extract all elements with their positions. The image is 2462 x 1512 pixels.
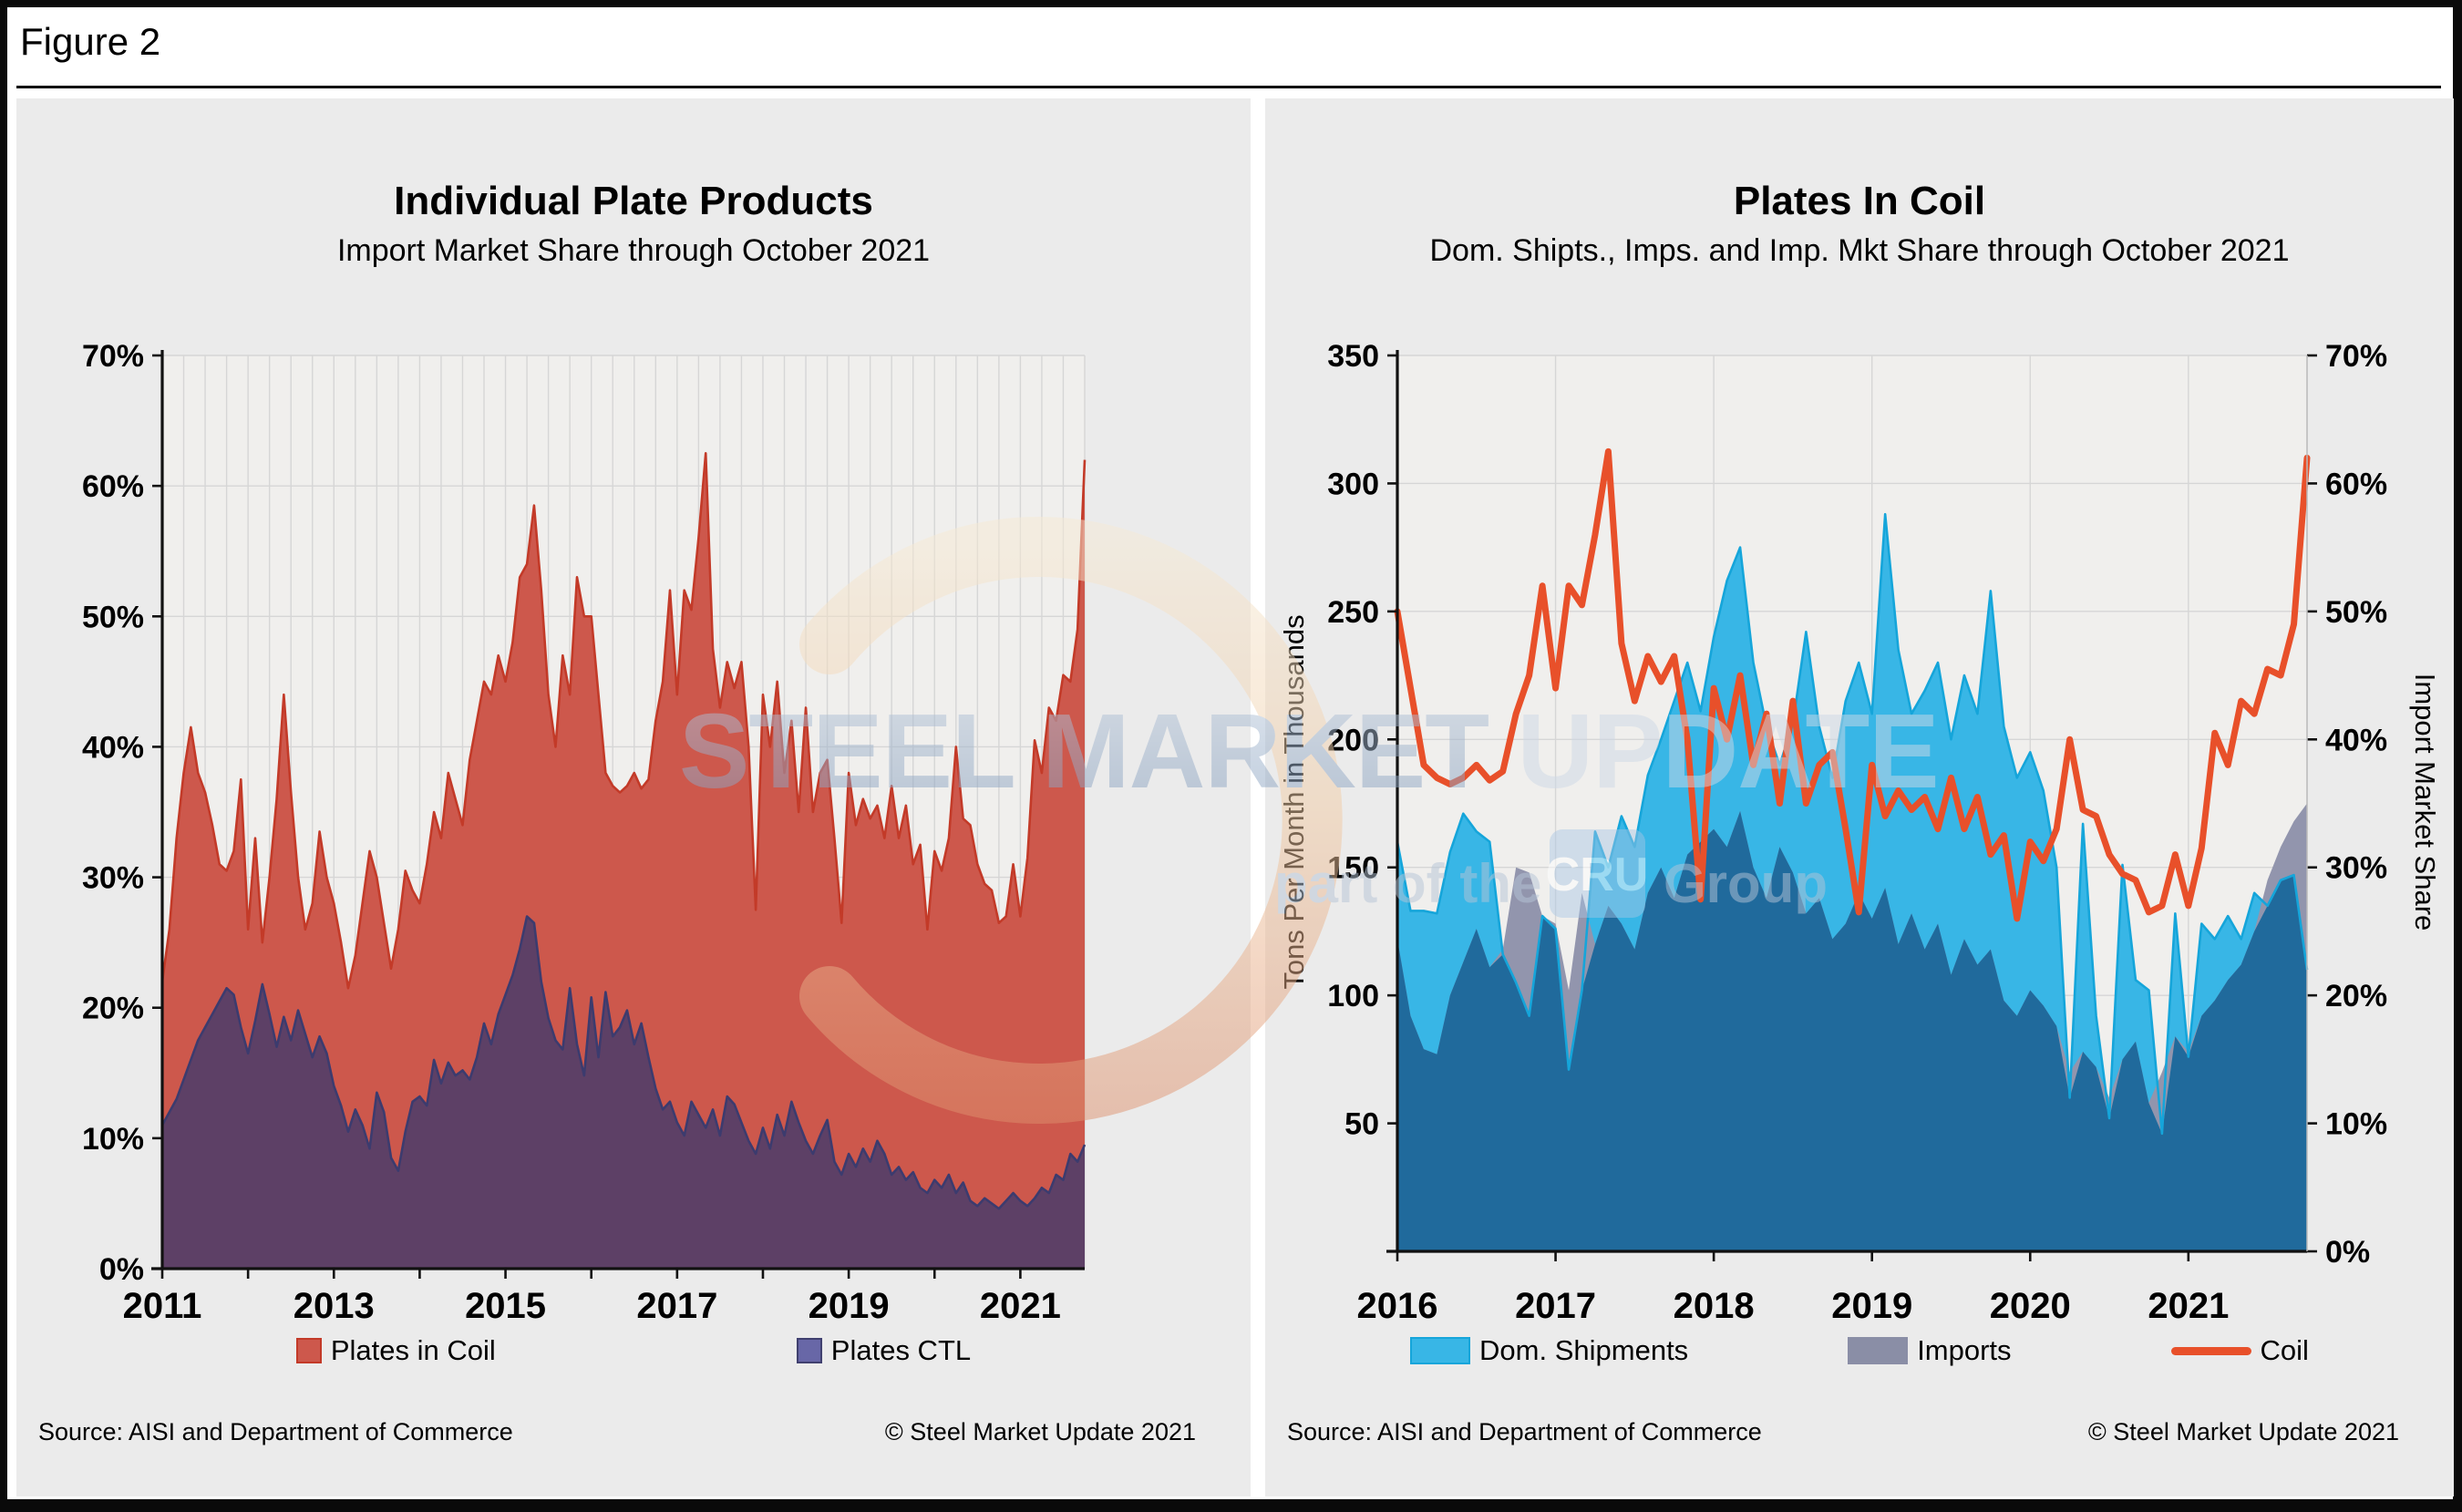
plates-in-coil-chart: 50 100 150 200 250 300 350 0% 10% 20% 30% 40% 50% 60%… bbox=[1278, 339, 2441, 1326]
figure-frame: Figure 2 0% 10% 20% 30% 40% 50% 60% 70% 2011 2013… bbox=[7, 7, 2454, 1499]
axis-ticks bbox=[152, 354, 1022, 1279]
source-note: Source: AISI and Department of Commerce bbox=[1287, 1418, 1762, 1445]
source-note: Source: AISI and Department of Commerce bbox=[38, 1418, 513, 1445]
svg-text:60%: 60% bbox=[2325, 467, 2387, 501]
svg-text:60%: 60% bbox=[82, 469, 144, 504]
individual-plate-products-chart: 0% 10% 20% 30% 40% 50% 60% 70% 2011 2013 2015 2017 2… bbox=[82, 339, 1087, 1326]
svg-text:200: 200 bbox=[1327, 723, 1379, 757]
right-chart-subtitle: Dom. Shipts., Imps. and Imp. Mkt Share t… bbox=[1429, 233, 2290, 268]
figure-label: Figure 2 bbox=[20, 20, 161, 63]
legend-label: Plates in Coil bbox=[330, 1334, 496, 1366]
svg-text:20%: 20% bbox=[2325, 979, 2387, 1013]
edge-plates-ctl bbox=[160, 915, 1087, 1210]
imports-swatch-icon bbox=[1848, 1337, 1909, 1364]
svg-text:70%: 70% bbox=[82, 339, 144, 374]
svg-text:100: 100 bbox=[1327, 979, 1379, 1013]
svg-text:2013: 2013 bbox=[294, 1286, 375, 1326]
area-plates-ctl bbox=[162, 916, 1085, 1269]
right-chart-footer: Source: AISI and Department of Commerce … bbox=[1287, 1418, 2399, 1446]
axes bbox=[151, 350, 1085, 1270]
svg-text:40%: 40% bbox=[82, 730, 144, 765]
svg-text:40%: 40% bbox=[2325, 723, 2387, 757]
svg-text:2021: 2021 bbox=[2148, 1286, 2229, 1326]
header-rule bbox=[16, 86, 2441, 88]
legend-label: Dom. Shipments bbox=[1479, 1334, 1689, 1366]
right-axis-title: Import Market Share bbox=[2409, 674, 2441, 931]
svg-text:2015: 2015 bbox=[465, 1286, 546, 1326]
svg-text:2017: 2017 bbox=[636, 1286, 717, 1326]
copyright-note: © Steel Market Update 2021 bbox=[2087, 1418, 2399, 1445]
svg-text:50%: 50% bbox=[82, 600, 144, 634]
left-chart-footer: Source: AISI and Department of Commerce … bbox=[38, 1418, 1196, 1446]
left-axis-title: Tons Per Month in Thousands bbox=[1278, 614, 1310, 989]
legend-label: Coil bbox=[2260, 1334, 2309, 1366]
legend-label: Imports bbox=[1917, 1334, 2012, 1366]
svg-text:2017: 2017 bbox=[1515, 1286, 1596, 1326]
svg-text:0%: 0% bbox=[99, 1252, 144, 1287]
svg-text:2019: 2019 bbox=[1831, 1286, 1912, 1326]
svg-text:10%: 10% bbox=[2325, 1107, 2387, 1142]
svg-text:150: 150 bbox=[1327, 851, 1379, 886]
legend-label: Plates CTL bbox=[830, 1334, 972, 1366]
svg-text:30%: 30% bbox=[2325, 851, 2387, 886]
legend-item-imports: Imports bbox=[1848, 1334, 2012, 1367]
right-chart-panel: 50 100 150 200 250 300 350 0% 10% 20% 30% 40% 50% 60%… bbox=[1265, 98, 2454, 1497]
axes bbox=[1386, 350, 2307, 1253]
svg-text:10%: 10% bbox=[82, 1122, 144, 1157]
plates-in-coil-swatch-icon bbox=[295, 1338, 322, 1363]
svg-text:2016: 2016 bbox=[1357, 1286, 1438, 1326]
svg-text:50%: 50% bbox=[2325, 595, 2387, 630]
svg-text:2011: 2011 bbox=[123, 1286, 202, 1326]
left-chart-panel: 0% 10% 20% 30% 40% 50% 60% 70% 2011 2013 2015 2017 2… bbox=[16, 98, 1251, 1497]
legend-item-dom-shipments: Dom. Shipments bbox=[1410, 1334, 1688, 1367]
svg-text:2021: 2021 bbox=[980, 1286, 1061, 1326]
legend-item-plates-in-coil: Plates in Coil bbox=[295, 1334, 496, 1367]
svg-text:250: 250 bbox=[1327, 595, 1379, 630]
svg-text:2019: 2019 bbox=[809, 1286, 890, 1326]
right-chart-title: Plates In Coil bbox=[1733, 179, 1986, 223]
legend-item-plates-ctl: Plates CTL bbox=[796, 1334, 972, 1367]
svg-text:20%: 20% bbox=[82, 992, 144, 1026]
svg-text:50: 50 bbox=[1344, 1107, 1379, 1142]
svg-text:2018: 2018 bbox=[1674, 1286, 1755, 1326]
svg-text:300: 300 bbox=[1327, 467, 1379, 501]
area-overlap bbox=[1397, 810, 2307, 1251]
svg-text:30%: 30% bbox=[82, 861, 144, 896]
left-chart-legend: Plates in Coil Plates CTL bbox=[16, 1334, 1251, 1367]
copyright-note: © Steel Market Update 2021 bbox=[884, 1418, 1196, 1445]
right-chart-legend: Dom. Shipments Imports Coil bbox=[1265, 1334, 2454, 1367]
axis-labels: 0% 10% 20% 30% 40% 50% 60% 70% 2011 2013 2015 2017 2… bbox=[82, 339, 1061, 1326]
coil-line-swatch-icon bbox=[2170, 1346, 2251, 1355]
legend-item-coil: Coil bbox=[2170, 1334, 2309, 1367]
dom-shipments-swatch-icon bbox=[1410, 1337, 1471, 1364]
left-chart-title: Individual Plate Products bbox=[394, 179, 873, 223]
edge-dom-shipments bbox=[1396, 512, 2309, 1136]
svg-text:0%: 0% bbox=[2325, 1235, 2370, 1270]
svg-text:2020: 2020 bbox=[1990, 1286, 2071, 1326]
axis-ticks bbox=[1387, 354, 2317, 1261]
left-chart-subtitle: Import Market Share through October 2021 bbox=[336, 233, 931, 268]
plates-ctl-swatch-icon bbox=[796, 1338, 822, 1363]
svg-text:350: 350 bbox=[1327, 339, 1379, 374]
line-coil bbox=[1394, 447, 2311, 922]
svg-text:70%: 70% bbox=[2325, 339, 2387, 374]
